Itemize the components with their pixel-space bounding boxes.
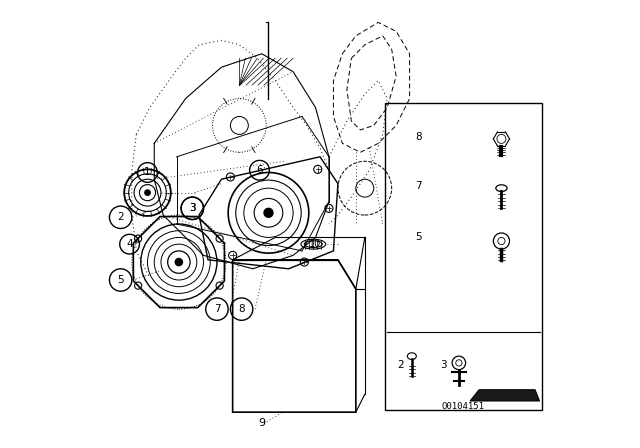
Text: 5: 5 bbox=[415, 233, 422, 242]
Text: 2: 2 bbox=[117, 212, 124, 222]
Text: 7: 7 bbox=[214, 304, 220, 314]
Text: 8: 8 bbox=[238, 304, 245, 314]
Text: 10: 10 bbox=[309, 239, 322, 249]
Text: 1: 1 bbox=[144, 168, 151, 177]
Text: O0104151: O0104151 bbox=[442, 402, 485, 411]
Circle shape bbox=[175, 258, 182, 266]
Text: 8: 8 bbox=[415, 132, 422, 142]
Circle shape bbox=[145, 190, 150, 195]
Text: 3: 3 bbox=[189, 203, 196, 213]
Text: 5: 5 bbox=[117, 275, 124, 285]
Text: 6: 6 bbox=[256, 165, 263, 175]
Text: 3: 3 bbox=[440, 360, 447, 370]
Text: 2: 2 bbox=[397, 360, 404, 370]
Text: 3: 3 bbox=[189, 203, 196, 213]
Text: 4: 4 bbox=[126, 239, 133, 249]
Text: 7: 7 bbox=[415, 181, 422, 191]
Polygon shape bbox=[470, 390, 540, 401]
Text: 9: 9 bbox=[258, 418, 266, 428]
Circle shape bbox=[264, 208, 273, 217]
